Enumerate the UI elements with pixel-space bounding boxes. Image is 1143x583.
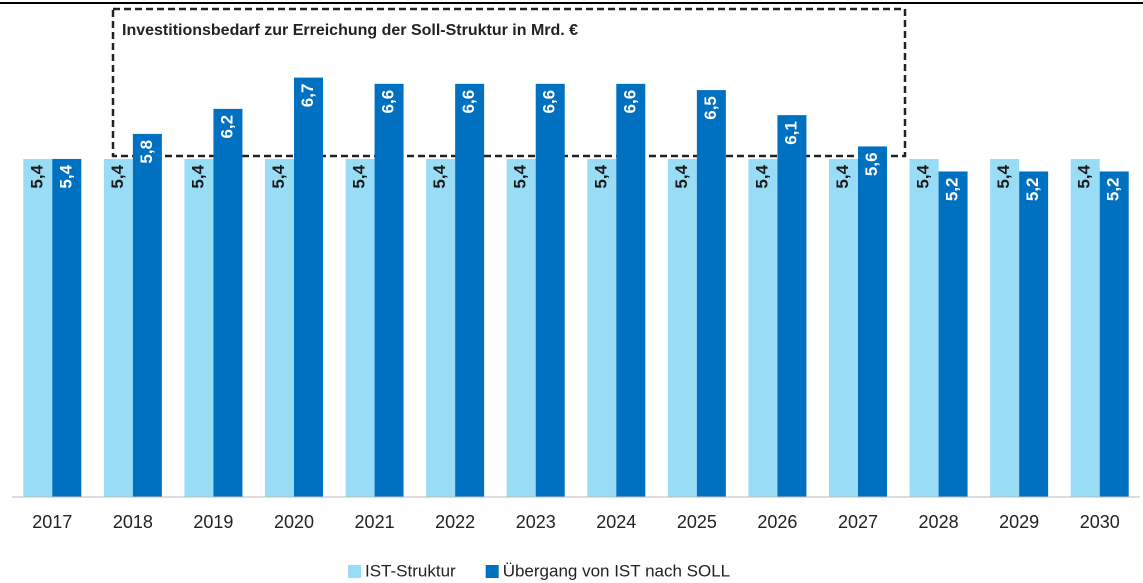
bar — [455, 83, 485, 497]
value-label: 5,4 — [591, 164, 610, 188]
value-label: 5,2 — [1104, 177, 1123, 201]
bar — [23, 158, 53, 497]
value-label: 5,4 — [27, 164, 46, 188]
value-label: 6,2 — [217, 115, 236, 139]
value-label: 6,1 — [781, 121, 800, 145]
value-label: 6,7 — [298, 84, 317, 108]
value-label: 6,6 — [620, 90, 639, 114]
value-label: 5,8 — [137, 140, 156, 164]
value-label: 6,6 — [459, 90, 478, 114]
annotation-box — [111, 7, 907, 158]
bar — [535, 83, 565, 497]
x-tick-label: 2030 — [1080, 512, 1120, 532]
x-tick-label: 2022 — [435, 512, 475, 532]
value-label: 6,6 — [379, 90, 398, 114]
value-label: 5,4 — [269, 164, 288, 188]
bar — [345, 158, 375, 497]
annotation: Investitionsbedarf zur Erreichung der So… — [122, 22, 578, 39]
value-label: 5,4 — [1075, 164, 1094, 188]
bar — [213, 108, 243, 497]
value-label: 5,4 — [56, 164, 75, 188]
value-label: 5,4 — [430, 164, 449, 188]
legend-label: Übergang von IST nach SOLL — [503, 561, 730, 580]
x-tick-label: 2020 — [274, 512, 314, 532]
bar — [1099, 171, 1129, 498]
value-label: 6,5 — [701, 96, 720, 120]
bar — [587, 158, 617, 497]
value-label: 6,6 — [540, 90, 559, 114]
bar — [52, 158, 82, 497]
legend-swatch — [348, 565, 361, 578]
x-tick-label: 2025 — [677, 512, 717, 532]
bar — [777, 115, 807, 497]
x-tick-label: 2027 — [838, 512, 878, 532]
value-label: 5,4 — [994, 164, 1013, 188]
value-label: 5,6 — [862, 152, 881, 176]
bar — [829, 158, 858, 497]
x-tick-label: 2024 — [596, 512, 636, 532]
bar — [294, 77, 323, 497]
legend-label: IST-Struktur — [365, 561, 456, 580]
bar — [103, 158, 133, 497]
x-tick-label: 2028 — [919, 512, 959, 532]
bar — [374, 83, 404, 497]
value-label: 5,4 — [511, 164, 530, 188]
value-label: 5,4 — [914, 164, 933, 188]
x-tick-label: 2026 — [757, 512, 797, 532]
bar — [616, 83, 646, 497]
bar — [748, 158, 778, 497]
bar — [696, 90, 726, 497]
x-tick-label: 2017 — [32, 512, 72, 532]
value-label: 5,2 — [1023, 177, 1042, 201]
legend-swatch — [485, 565, 499, 578]
bar — [132, 133, 162, 498]
bar — [1019, 171, 1049, 498]
value-label: 5,4 — [833, 164, 852, 188]
x-tick-label: 2029 — [999, 512, 1039, 532]
x-tick-label: 2021 — [355, 512, 395, 532]
value-label: 5,4 — [752, 164, 771, 188]
bar — [938, 171, 968, 498]
x-tick-label: 2023 — [516, 512, 556, 532]
value-label: 5,4 — [108, 164, 127, 188]
x-tick-label: 2018 — [113, 512, 153, 532]
bar — [667, 158, 697, 497]
value-label: 5,2 — [943, 177, 962, 201]
bar — [1070, 158, 1100, 497]
bar — [426, 158, 456, 497]
bar — [506, 158, 536, 497]
bar — [184, 158, 214, 497]
bar — [909, 158, 939, 497]
bar — [990, 158, 1020, 497]
value-label: 5,4 — [672, 164, 691, 188]
value-label: 5,4 — [188, 164, 207, 188]
value-label: 5,4 — [350, 164, 369, 188]
x-tick-label: 2019 — [193, 512, 233, 532]
bar — [858, 146, 887, 497]
bar — [265, 158, 294, 497]
